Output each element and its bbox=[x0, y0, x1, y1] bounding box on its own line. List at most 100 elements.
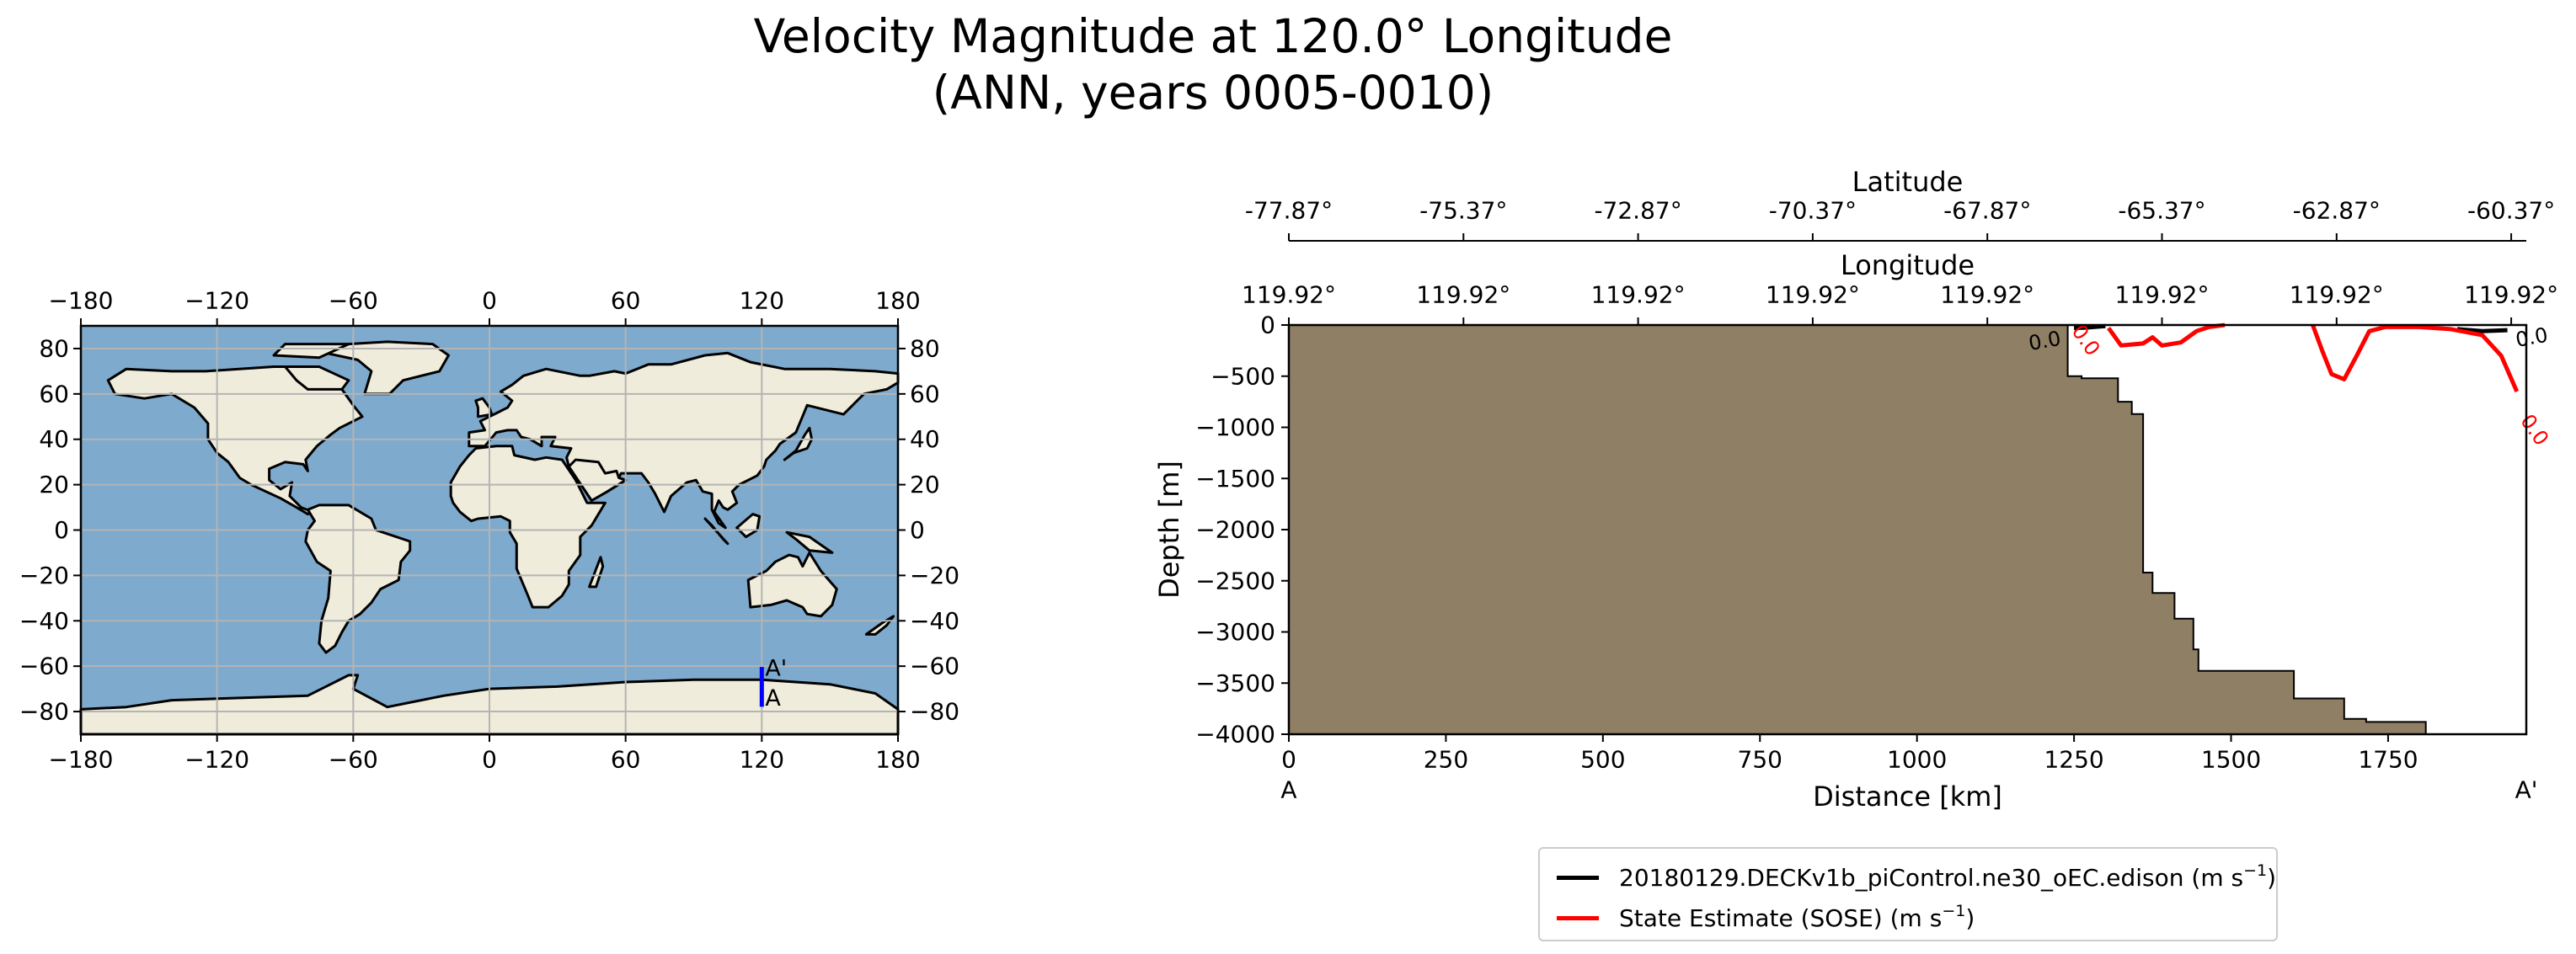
longitude-tick-label: 119.92° bbox=[1940, 281, 2034, 309]
map-ytick-label-right: −80 bbox=[910, 698, 959, 726]
landmass-sumatra bbox=[703, 517, 730, 546]
section-ytick-label: −2500 bbox=[1195, 567, 1275, 594]
landmass-new-guinea bbox=[785, 530, 834, 554]
map-xtick-label-top: 180 bbox=[875, 287, 920, 315]
longitude-tick-label: 119.92° bbox=[1766, 281, 1860, 309]
section-xtick-label: 1500 bbox=[2201, 746, 2261, 774]
map-xtick-label-bottom: −60 bbox=[329, 746, 378, 774]
section-ytick-label: −3000 bbox=[1195, 618, 1275, 646]
section-ytick-label: 0 bbox=[1260, 312, 1275, 339]
section-xtick-label: 1000 bbox=[1887, 746, 1947, 774]
section-ytick-label: −4000 bbox=[1195, 721, 1275, 749]
contour-line bbox=[2073, 323, 2106, 331]
contour-line bbox=[2456, 327, 2508, 333]
map-xtick-label-bottom: −180 bbox=[49, 746, 114, 774]
landmass-eurasia bbox=[468, 351, 900, 530]
map-xtick-label-top: −120 bbox=[184, 287, 249, 315]
section-y-axis-label: Depth [m] bbox=[1153, 461, 1185, 599]
latitude-tick-label: -72.87° bbox=[1594, 197, 1681, 225]
landmass-arabia bbox=[567, 458, 628, 502]
map-ytick-label-right: −40 bbox=[910, 607, 959, 635]
map-xtick-label-bottom: 180 bbox=[875, 746, 920, 774]
landmass-madagascar bbox=[588, 556, 605, 589]
map-xtick-label-bottom: −120 bbox=[184, 746, 249, 774]
map-xtick-label-top: 120 bbox=[740, 287, 784, 315]
landmass-australia bbox=[746, 551, 838, 618]
section-xtick-label: 750 bbox=[1738, 746, 1782, 774]
latitude-tick-label: -67.87° bbox=[1943, 197, 2031, 225]
longitude-tick-label: 119.92° bbox=[2464, 281, 2558, 309]
section-ytick-label: −3500 bbox=[1195, 669, 1275, 697]
section-xtick-label: 1250 bbox=[2044, 746, 2103, 774]
legend-swatch-model bbox=[1557, 875, 1599, 880]
map-xtick-label-top: −60 bbox=[329, 287, 378, 315]
section-ytick-label: −1500 bbox=[1195, 465, 1275, 493]
legend-entry-obs: State Estimate (SOSE) (m s−1) bbox=[1557, 901, 1975, 935]
series-model-contours: 0.0 0.0 bbox=[2027, 323, 2550, 355]
longitude-tick-label: 119.92° bbox=[1591, 281, 1686, 309]
legend-label-model: 20180129.DECKv1b_piControl.ne30_oEC.edis… bbox=[1619, 861, 2277, 892]
map-ytick-label-left: 0 bbox=[54, 516, 69, 544]
landmass-greenland bbox=[324, 340, 450, 396]
map-ytick-label-left: 40 bbox=[39, 425, 69, 453]
section-ytick-label: −500 bbox=[1211, 362, 1275, 390]
map-xtick-label-bottom: 60 bbox=[611, 746, 641, 774]
contour-label: 0.0 bbox=[2514, 323, 2549, 352]
section-xtick-label: 1750 bbox=[2358, 746, 2418, 774]
map-ytick-label-right: 80 bbox=[910, 334, 940, 362]
section-x-end-label: A' bbox=[2515, 776, 2538, 804]
figure-title-line-2: (ANN, years 0005-0010) bbox=[932, 66, 1494, 120]
map-ytick-label-right: 40 bbox=[910, 425, 940, 453]
map-landmasses bbox=[79, 340, 900, 736]
latitude-axis-label: Latitude bbox=[1852, 166, 1964, 198]
map-ytick-label-right: 0 bbox=[910, 516, 925, 544]
legend-swatch-obs bbox=[1557, 915, 1599, 920]
map-xtick-label-bottom: 0 bbox=[482, 746, 497, 774]
longitude-tick-label: 119.92° bbox=[2115, 281, 2210, 309]
map-ytick-label-left: 80 bbox=[39, 334, 69, 362]
latitude-tick-label: -65.37° bbox=[2118, 197, 2205, 225]
section-x-axis-label: Distance [km] bbox=[1813, 781, 2002, 813]
map-ytick-label-right: −20 bbox=[910, 562, 959, 589]
longitude-tick-label: 119.92° bbox=[1242, 281, 1336, 309]
latitude-tick-label: -60.37° bbox=[2467, 197, 2555, 225]
section-xtick-label: 0 bbox=[1281, 746, 1296, 774]
map-xtick-label-top: 60 bbox=[611, 287, 641, 315]
legend-entry-model: 20180129.DECKv1b_piControl.ne30_oEC.edis… bbox=[1557, 861, 2276, 894]
map-ytick-label-right: −60 bbox=[910, 653, 959, 680]
section-x-start-label: A bbox=[1280, 776, 1296, 804]
section-xtick-label: 250 bbox=[1424, 746, 1468, 774]
figure-title-line-1: Velocity Magnitude at 120.0° Longitude bbox=[753, 9, 1673, 63]
section-ytick-label: −1000 bbox=[1195, 413, 1275, 441]
latitude-tick-label: -62.87° bbox=[2293, 197, 2381, 225]
map-ytick-label-left: 20 bbox=[39, 471, 69, 498]
latitude-tick-label: -77.87° bbox=[1245, 197, 1333, 225]
legend: 20180129.DECKv1b_piControl.ne30_oEC.edis… bbox=[1538, 847, 2278, 941]
latitude-tick-label: -75.37° bbox=[1419, 197, 1507, 225]
landmass-borneo bbox=[735, 513, 762, 539]
map-ytick-label-right: 60 bbox=[910, 380, 940, 408]
map-xtick-label-bottom: 120 bbox=[740, 746, 784, 774]
section-xtick-label: 500 bbox=[1580, 746, 1625, 774]
landmass-uk bbox=[474, 397, 494, 418]
map-ytick-label-left: −20 bbox=[19, 562, 69, 589]
contour-label: 0.0 bbox=[2027, 327, 2062, 355]
legend-label-obs: State Estimate (SOSE) (m s−1) bbox=[1619, 901, 1975, 932]
map-transect-label-a-prime: A' bbox=[765, 656, 787, 682]
map-ytick-label-left: −80 bbox=[19, 698, 69, 726]
longitude-axis-label: Longitude bbox=[1841, 249, 1975, 281]
map-xtick-label-top: 0 bbox=[482, 287, 497, 315]
section-ytick-label: −2000 bbox=[1195, 516, 1275, 544]
map-xtick-label-top: −180 bbox=[49, 287, 114, 315]
map-ytick-label-right: 20 bbox=[910, 471, 940, 498]
map-transect-label-a: A bbox=[765, 685, 781, 712]
landmass-japan bbox=[783, 426, 814, 461]
longitude-tick-label: 119.92° bbox=[1416, 281, 1510, 309]
map-ytick-label-left: −60 bbox=[19, 653, 69, 680]
latitude-tick-label: -70.37° bbox=[1769, 197, 1857, 225]
map-ytick-label-left: 60 bbox=[39, 380, 69, 408]
contour-line bbox=[2311, 324, 2520, 393]
contour-line bbox=[2107, 322, 2226, 348]
longitude-tick-label: 119.92° bbox=[2290, 281, 2384, 309]
